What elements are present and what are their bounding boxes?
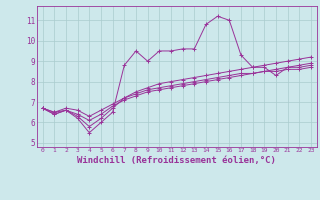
X-axis label: Windchill (Refroidissement éolien,°C): Windchill (Refroidissement éolien,°C) bbox=[77, 156, 276, 165]
